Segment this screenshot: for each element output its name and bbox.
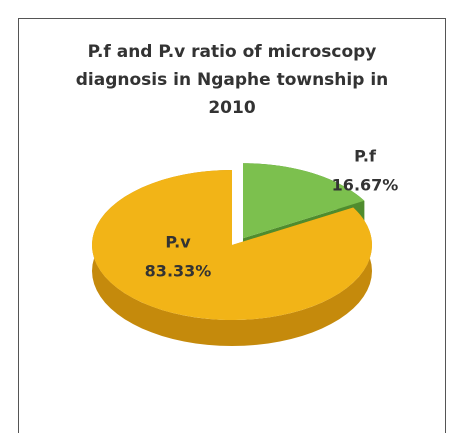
- pie: [92, 163, 372, 346]
- chart-title: P.f and P.v ratio of microscopy diagnosi…: [75, 42, 389, 118]
- slice: [92, 170, 372, 320]
- slice: [243, 163, 365, 239]
- slice-category-label: P.v: [165, 233, 191, 252]
- slice-value-label: 16.67%: [332, 176, 399, 195]
- slice-value-label: 83.33%: [145, 262, 212, 281]
- slice-category-label: P.f: [354, 147, 377, 166]
- chart-frame: [18, 18, 446, 433]
